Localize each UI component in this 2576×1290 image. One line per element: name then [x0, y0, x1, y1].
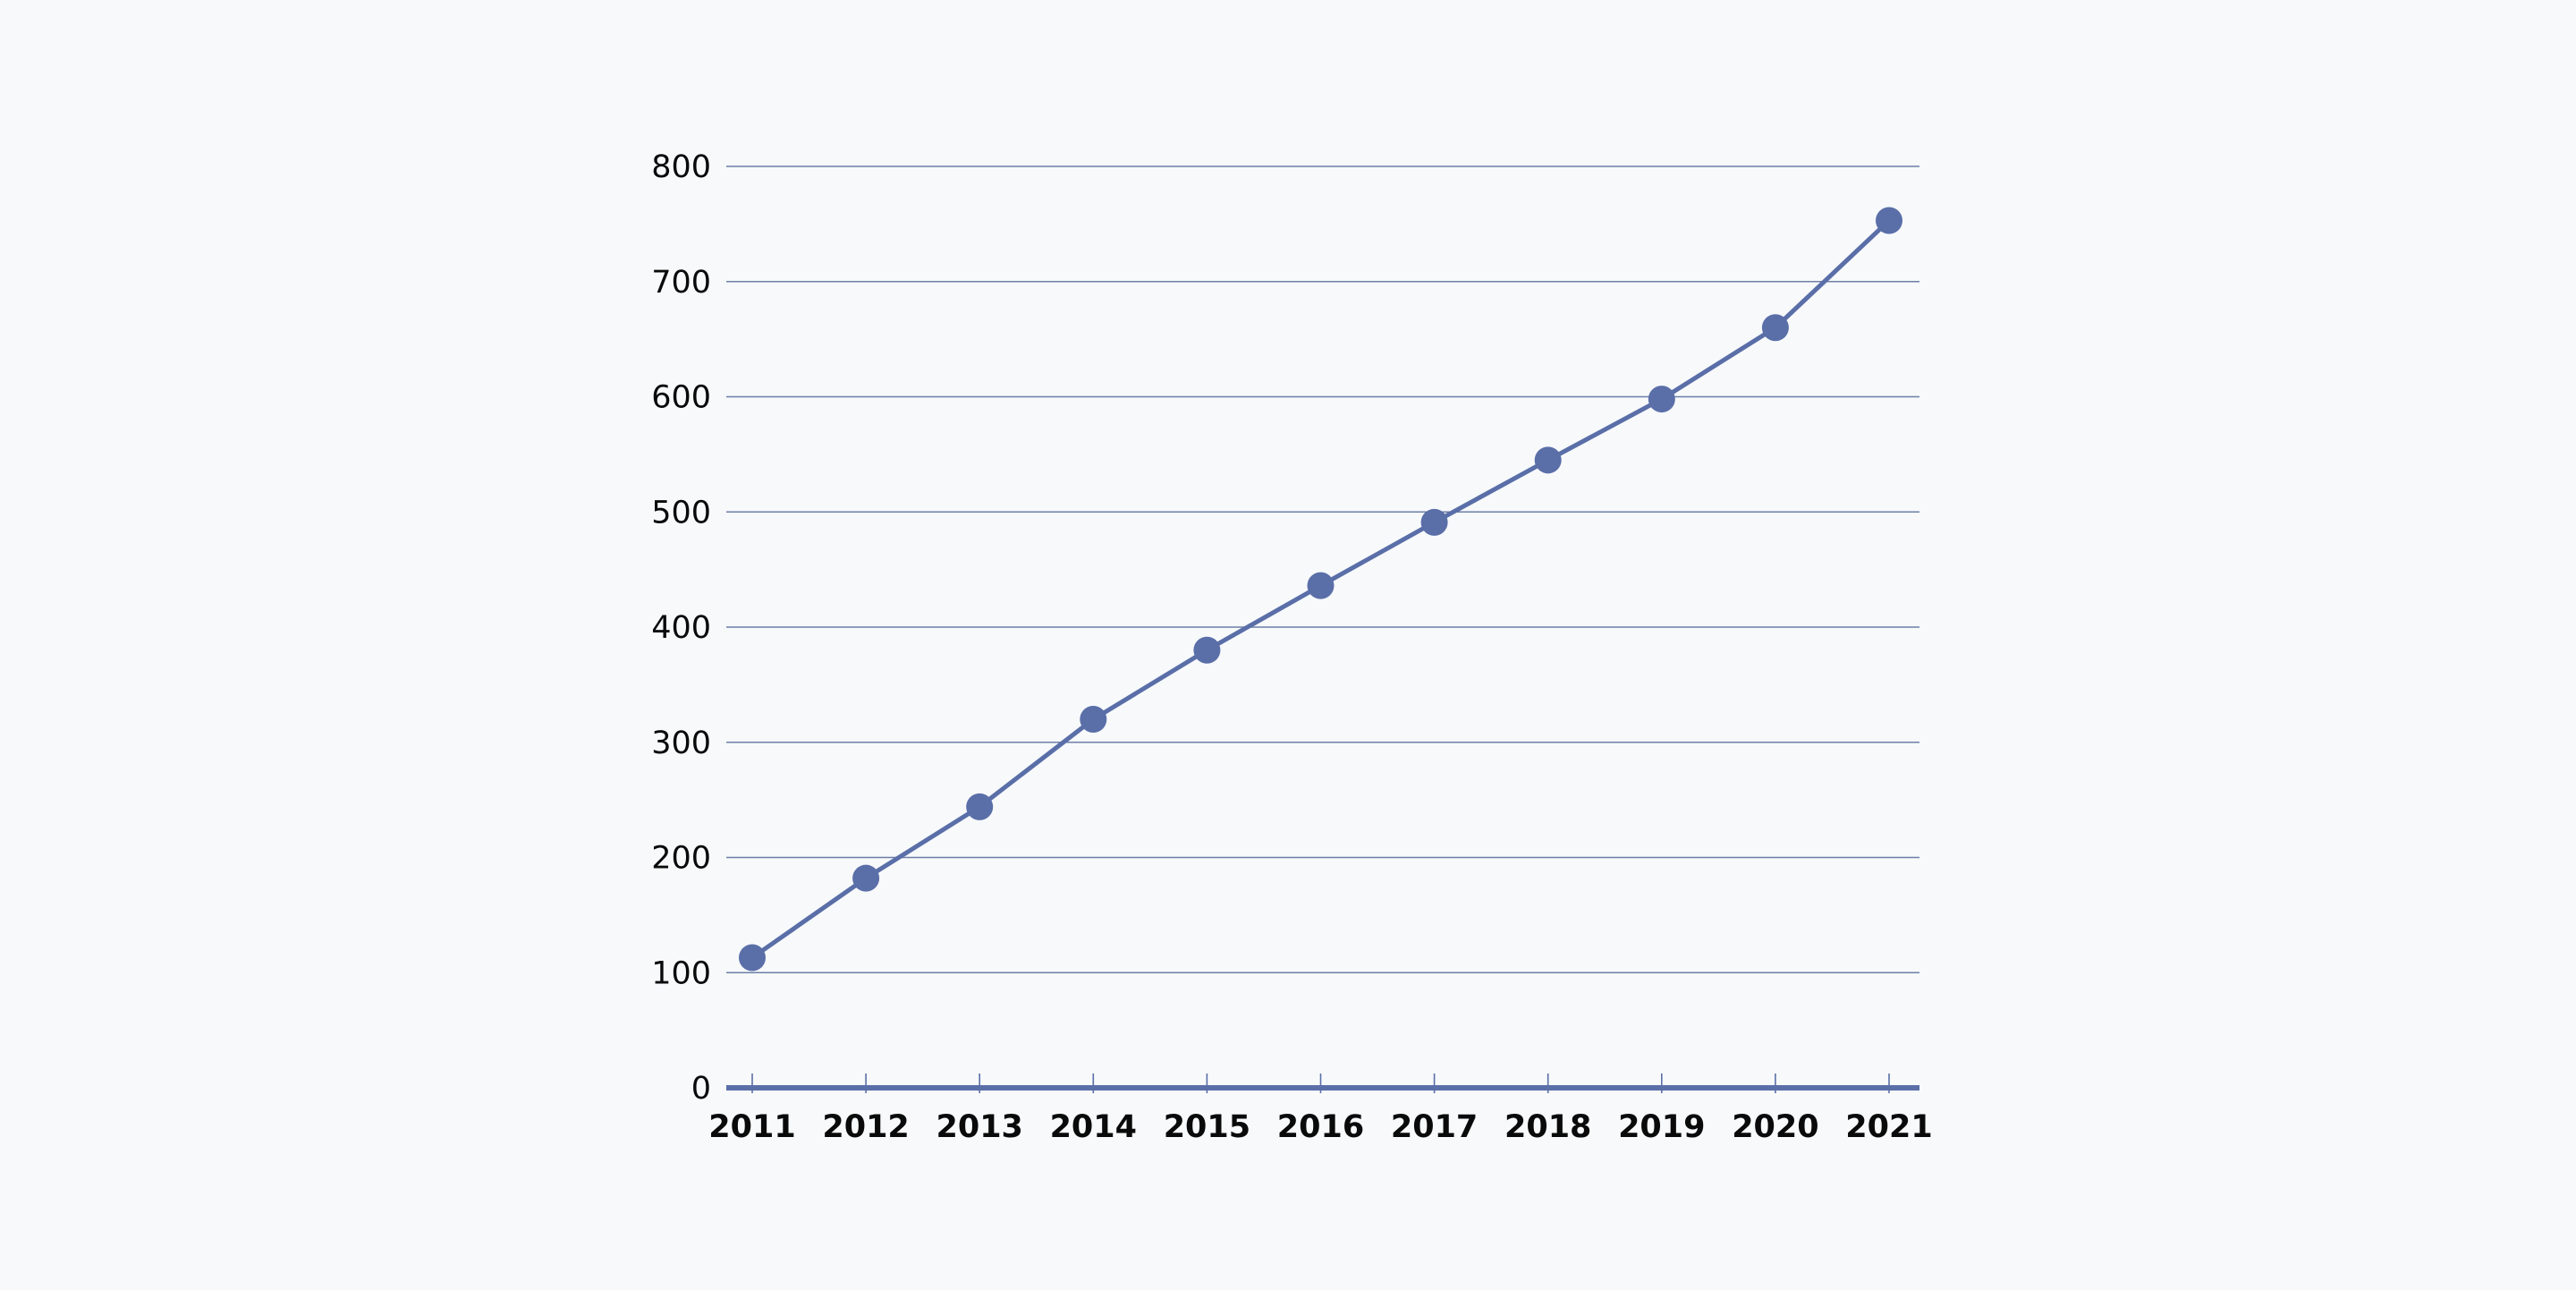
- y-tick-label-800: 800: [651, 149, 711, 185]
- y-tick-label-700: 700: [651, 265, 711, 301]
- data-point-2018: [1534, 446, 1562, 474]
- y-tick-label-100: 100: [651, 955, 711, 991]
- x-tick-label-2020: 2020: [1732, 1109, 1818, 1145]
- y-tick-label-300: 300: [651, 726, 711, 761]
- y-axis-tick-labels: 0 100 200 300 400 500 600 700 800: [651, 149, 711, 1107]
- y-tick-label-0: 0: [691, 1071, 711, 1107]
- data-point-2015: [1193, 636, 1221, 664]
- data-point-2019: [1648, 386, 1675, 413]
- grid-lines: [726, 165, 1919, 974]
- y-tick-label-400: 400: [651, 610, 711, 646]
- data-point-2020: [1761, 314, 1789, 342]
- x-tick-label-2016: 2016: [1277, 1109, 1364, 1145]
- x-tick-label-2013: 2013: [936, 1109, 1022, 1145]
- y-tick-label-200: 200: [651, 841, 711, 877]
- data-point-2011: [739, 944, 766, 972]
- y-tick-label-500: 500: [651, 495, 711, 530]
- data-point-2021: [1876, 207, 1902, 234]
- data-point-2014: [1080, 706, 1107, 733]
- data-point-2016: [1307, 572, 1335, 599]
- x-axis: [726, 1074, 1919, 1093]
- series-layer: [739, 207, 1902, 972]
- x-tick-label-2018: 2018: [1504, 1109, 1591, 1145]
- x-tick-label-2011: 2011: [708, 1109, 795, 1145]
- x-tick-label-2019: 2019: [1618, 1109, 1705, 1145]
- x-tick-label-2012: 2012: [822, 1109, 909, 1145]
- y-tick-label-600: 600: [651, 380, 711, 416]
- data-point-2013: [966, 793, 994, 820]
- x-tick-label-2021: 2021: [1845, 1109, 1932, 1145]
- x-tick-label-2015: 2015: [1164, 1109, 1250, 1145]
- x-tick-label-2014: 2014: [1050, 1109, 1137, 1145]
- data-point-2012: [852, 864, 880, 892]
- data-point-2017: [1420, 508, 1448, 536]
- x-axis-tick-labels: 2011 2012 2013 2014 2015 2016 2017 2018 2019 2020…: [708, 1109, 1932, 1145]
- x-tick-label-2017: 2017: [1391, 1109, 1478, 1145]
